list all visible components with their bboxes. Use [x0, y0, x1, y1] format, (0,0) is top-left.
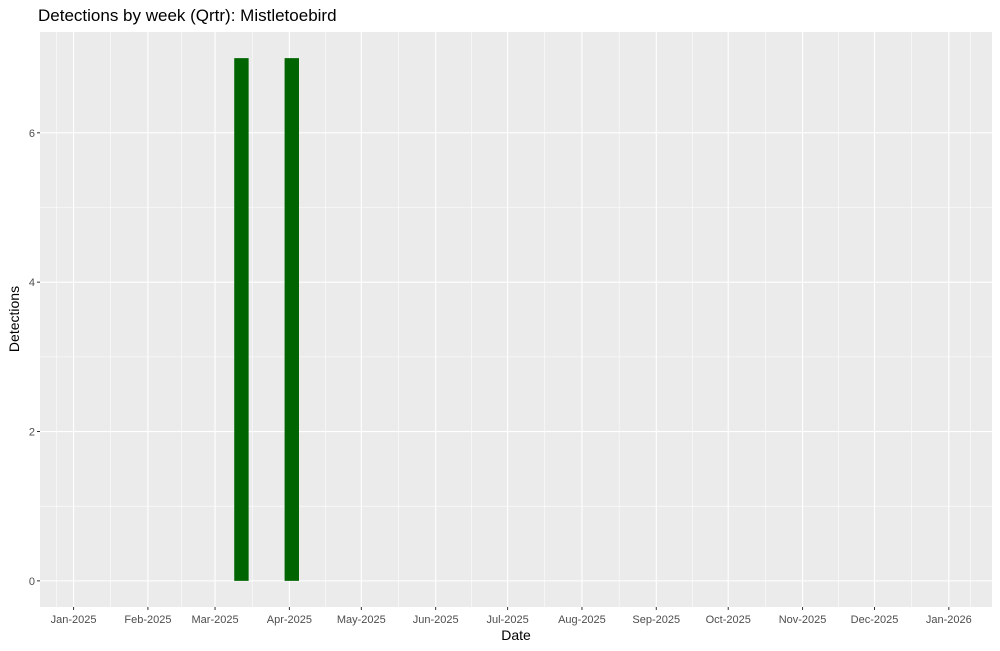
x-tick-label: Jan-2026	[926, 614, 972, 626]
x-tick-label: Dec-2025	[851, 614, 899, 626]
x-axis: Jan-2025 Feb-2025 Mar-2025 Apr-2025 May-2025…	[51, 607, 972, 626]
x-tick-label: Sep-2025	[632, 614, 680, 626]
x-tick-label: Nov-2025	[779, 614, 827, 626]
x-tick-label: Jul-2025	[487, 614, 529, 626]
x-tick-label: Feb-2025	[124, 614, 171, 626]
bar	[284, 58, 299, 581]
y-axis-title: Detections	[6, 286, 22, 352]
x-tick-label: Aug-2025	[558, 614, 606, 626]
x-tick-label: Mar-2025	[192, 614, 239, 626]
bars	[234, 58, 299, 581]
y-tick-label: 4	[29, 277, 35, 289]
x-tick-label: Jun-2025	[413, 614, 459, 626]
plot-panel	[40, 32, 992, 607]
y-tick-label: 6	[29, 128, 35, 140]
bar	[234, 58, 249, 581]
x-tick-label: Jan-2025	[51, 614, 97, 626]
y-tick-label: 2	[29, 427, 35, 439]
chart-title: Detections by week (Qrtr): Mistletoebird	[38, 6, 337, 25]
y-tick-label: 0	[29, 576, 35, 588]
x-tick-label: May-2025	[337, 614, 386, 626]
x-axis-title: Date	[501, 627, 531, 643]
x-tick-label: Oct-2025	[706, 614, 751, 626]
y-axis: 0 2 4 6	[29, 128, 40, 588]
x-tick-label: Apr-2025	[267, 614, 312, 626]
